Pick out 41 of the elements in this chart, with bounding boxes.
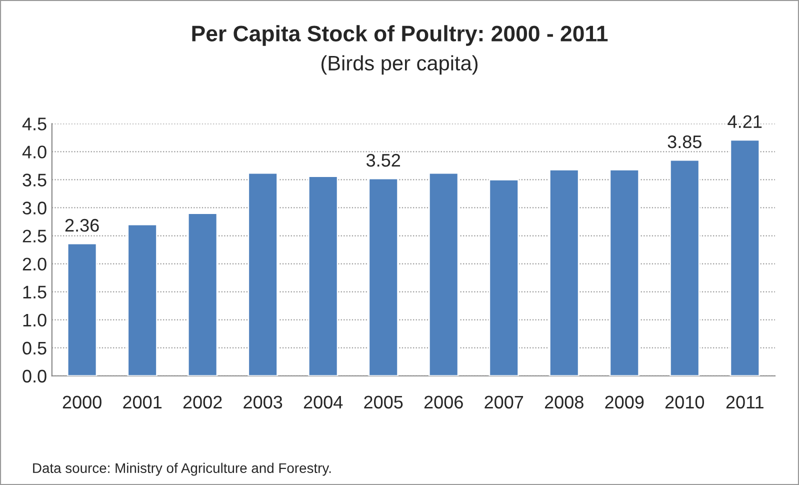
x-tick-label: 2003	[244, 396, 282, 409]
x-tick-label: 2001	[123, 396, 162, 409]
bar	[368, 178, 399, 376]
source-note: Data source: Ministry of Agriculture and Forestry.	[33, 462, 331, 476]
bar	[248, 172, 278, 376]
text: 4.5	[22, 118, 46, 130]
bar	[548, 168, 580, 376]
bar	[488, 179, 520, 376]
bar	[187, 212, 218, 376]
bar	[669, 159, 700, 376]
text: 1.5	[23, 286, 46, 299]
text: 2.0	[22, 258, 46, 271]
x-tick-label: 2008	[544, 396, 584, 409]
x-tick-label: 2011	[726, 396, 764, 409]
x-tick-label: 2006	[424, 396, 463, 409]
bar	[308, 176, 338, 376]
text: 2.5	[22, 230, 46, 242]
data-label: 3.85	[668, 135, 702, 148]
data-label: 4.21	[728, 115, 762, 128]
chart-subtitle: (Birds per capita)	[321, 55, 478, 75]
bar	[127, 224, 158, 376]
x-tick-label: 2004	[304, 396, 343, 409]
x-tick-label: 2009	[605, 396, 644, 409]
x-tick-label: 2000	[62, 396, 102, 409]
bar	[66, 242, 98, 376]
bar	[428, 172, 459, 376]
text: 4.0	[22, 146, 46, 158]
x-tick-label: 2010	[665, 396, 704, 409]
text: 3.5	[22, 174, 46, 186]
x-tick-label: 2002	[183, 396, 222, 409]
text: 1.0	[23, 314, 46, 327]
bar	[730, 139, 760, 376]
data-label: 3.52	[366, 154, 400, 167]
text: 0.5	[22, 342, 46, 355]
data-label: 2.36	[65, 218, 99, 232]
chart-title: Per Capita Stock of Poultry: 2000 - 2011	[192, 25, 608, 46]
text: 3.0	[22, 202, 46, 214]
x-tick-label: 2007	[484, 396, 524, 409]
x-tick-label: 2005	[364, 396, 403, 409]
bar	[609, 168, 640, 376]
text: 0.0	[22, 370, 46, 383]
